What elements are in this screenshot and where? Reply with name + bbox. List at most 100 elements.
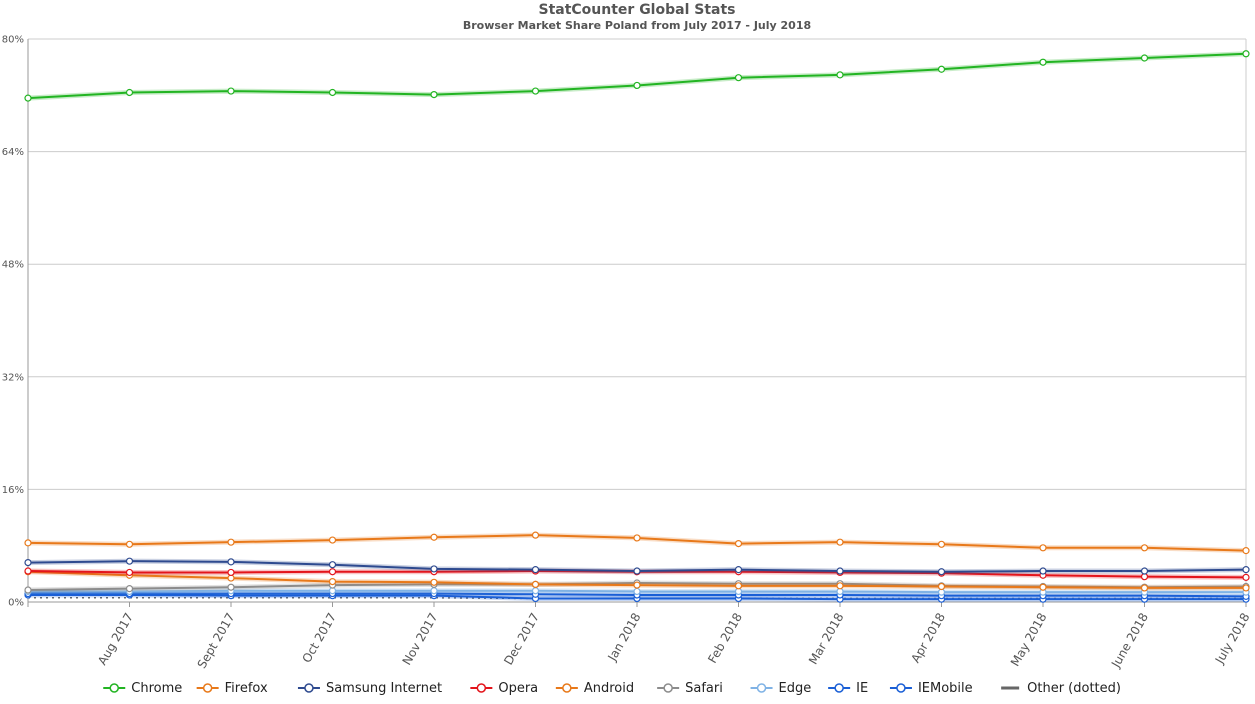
data-point[interactable] (227, 538, 235, 546)
data-point[interactable] (328, 568, 337, 576)
data-point[interactable] (937, 540, 946, 548)
legend-label: IE (856, 681, 868, 696)
legend-swatch (756, 683, 767, 693)
data-point[interactable] (125, 568, 134, 577)
data-point[interactable] (227, 568, 235, 577)
x-tick-label: Oct 2017 (299, 611, 339, 666)
legend-item-chrome[interactable]: Chrome (103, 681, 182, 696)
data-point[interactable] (1039, 58, 1047, 66)
data-point[interactable] (734, 74, 743, 82)
data-point[interactable] (734, 539, 743, 548)
legend-label: Edge (779, 681, 812, 696)
y-tick-label: 0% (8, 598, 24, 609)
data-point[interactable] (734, 582, 743, 590)
legend-label: Android (584, 681, 634, 696)
data-point[interactable] (1140, 54, 1149, 62)
data-point[interactable] (531, 531, 540, 539)
x-tick-label: Feb 2018 (705, 611, 745, 666)
data-point[interactable] (734, 566, 743, 574)
data-point[interactable] (633, 81, 641, 90)
data-point[interactable] (1140, 544, 1149, 552)
legend-swatch (304, 683, 314, 693)
legend-item-android[interactable]: Android (555, 681, 634, 696)
data-point[interactable] (937, 568, 946, 576)
data-point[interactable] (227, 558, 235, 566)
data-point[interactable] (633, 534, 641, 542)
data-point[interactable] (125, 557, 134, 565)
data-point[interactable] (125, 585, 134, 593)
data-point[interactable] (328, 561, 337, 569)
data-point[interactable] (1039, 544, 1047, 552)
series-line (27, 52, 1247, 100)
data-point[interactable] (430, 578, 438, 586)
data-point[interactable] (328, 88, 337, 97)
x-tick-label: May 2018 (1008, 611, 1050, 669)
y-tick-label: 48% (2, 260, 24, 271)
legend-item-ie[interactable]: IE (828, 681, 868, 696)
legend-label: Other (dotted) (1027, 681, 1121, 696)
y-tick-label: 64% (2, 147, 24, 158)
data-point[interactable] (125, 540, 134, 548)
data-point[interactable] (836, 582, 844, 590)
data-point[interactable] (328, 536, 337, 544)
legend-item-samsung-internet[interactable]: Samsung Internet (297, 681, 442, 696)
data-point[interactable] (328, 577, 337, 586)
data-point[interactable] (1242, 547, 1250, 555)
data-point[interactable] (633, 587, 641, 596)
data-point[interactable] (430, 533, 438, 541)
legend-swatch (109, 683, 119, 693)
data-point[interactable] (531, 587, 540, 595)
legend-item-other-dotted[interactable]: Other (dotted) (1001, 681, 1121, 696)
data-point[interactable] (430, 90, 438, 99)
legend-item-iemobile[interactable]: IEMobile (889, 681, 973, 696)
legend[interactable]: Chrome Firefox Samsung Internet Opera Androi… (103, 681, 1121, 696)
data-point[interactable] (937, 582, 946, 591)
data-point[interactable] (1242, 584, 1250, 592)
data-point[interactable] (633, 581, 641, 589)
legend-label: Firefox (225, 681, 268, 696)
data-point[interactable] (24, 558, 32, 567)
legend-item-edge[interactable]: Edge (750, 681, 812, 696)
y-tick-label: 80% (2, 35, 24, 46)
legend-label: Safari (685, 681, 723, 696)
legend-swatch (896, 683, 906, 693)
x-tick-label: Jan 2018 (605, 611, 644, 665)
data-point[interactable] (24, 586, 32, 594)
data-point[interactable] (1039, 567, 1047, 575)
chart-title: StatCounter Global Stats (538, 2, 735, 18)
data-point[interactable] (836, 538, 844, 546)
legend-item-opera[interactable]: Opera (470, 681, 538, 696)
data-point[interactable] (24, 567, 32, 575)
data-point[interactable] (531, 87, 540, 95)
data-point[interactable] (1140, 584, 1149, 592)
data-point[interactable] (1242, 50, 1250, 58)
data-point[interactable] (24, 94, 32, 102)
series-firefox[interactable] (24, 531, 1250, 555)
series-chrome[interactable] (24, 50, 1250, 102)
data-point[interactable] (531, 566, 540, 574)
legend-label: Opera (498, 681, 538, 696)
legend-swatch (202, 683, 213, 693)
data-point[interactable] (125, 88, 134, 97)
legend-item-safari[interactable]: Safari (657, 681, 723, 696)
data-point[interactable] (1140, 567, 1149, 575)
data-point[interactable] (937, 65, 946, 73)
data-point[interactable] (1242, 573, 1250, 581)
data-point[interactable] (227, 583, 235, 591)
data-point[interactable] (1242, 566, 1250, 574)
data-point[interactable] (633, 567, 641, 575)
data-point[interactable] (836, 567, 844, 575)
series-android[interactable] (24, 568, 1250, 592)
data-point[interactable] (531, 580, 540, 589)
data-point[interactable] (430, 565, 438, 573)
legend-item-firefox[interactable]: Firefox (196, 681, 268, 696)
x-tick-label: Sept 2017 (195, 611, 238, 671)
series-samsung-internet[interactable] (24, 557, 1250, 576)
legend-swatch (663, 683, 673, 693)
data-point[interactable] (430, 587, 438, 595)
data-point[interactable] (836, 71, 844, 79)
data-point[interactable] (227, 87, 235, 95)
data-point[interactable] (1039, 583, 1047, 591)
data-point[interactable] (24, 539, 32, 547)
legend-label: IEMobile (918, 681, 973, 696)
